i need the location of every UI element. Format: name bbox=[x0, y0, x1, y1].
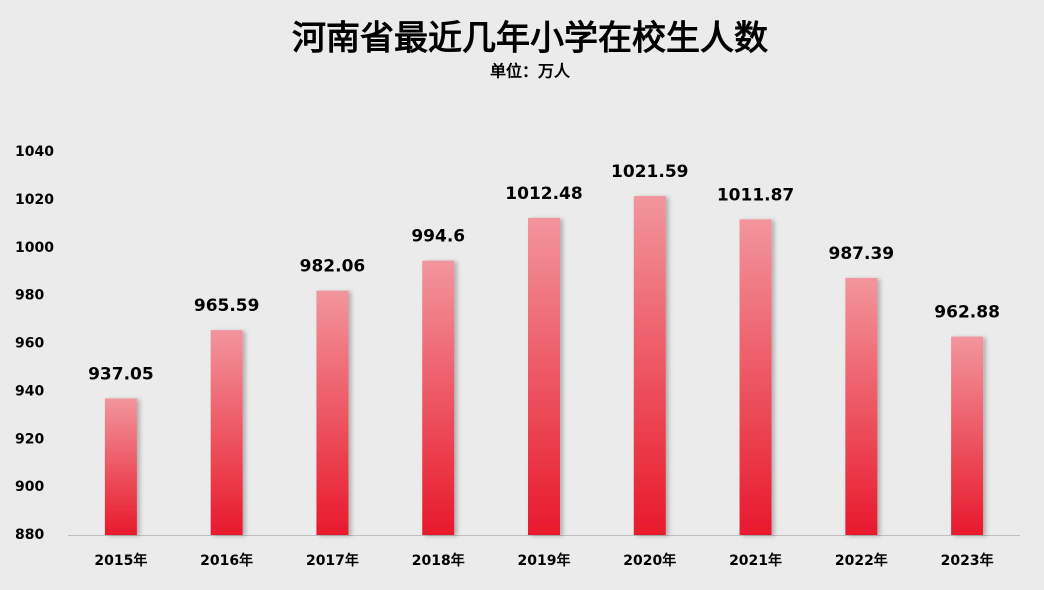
y-tick-label: 1000 bbox=[15, 240, 54, 256]
x-tick-label: 2021年 bbox=[729, 552, 782, 569]
y-tick-label: 920 bbox=[15, 431, 44, 447]
bar bbox=[951, 336, 984, 535]
bar bbox=[845, 277, 878, 535]
x-tick-label: 2015年 bbox=[94, 552, 147, 569]
bar bbox=[104, 398, 137, 535]
y-tick-label: 960 bbox=[15, 336, 44, 352]
bar bbox=[422, 260, 455, 535]
y-tick-label: 1020 bbox=[15, 192, 54, 208]
x-tick-label: 2017年 bbox=[306, 552, 359, 569]
x-tick-label: 2016年 bbox=[200, 552, 253, 569]
y-tick-label: 940 bbox=[15, 383, 44, 399]
bar bbox=[316, 290, 349, 535]
value-label: 982.06 bbox=[300, 257, 366, 277]
bar bbox=[633, 196, 666, 535]
x-tick-label: 2023年 bbox=[941, 552, 994, 569]
x-tick-label: 2022年 bbox=[835, 552, 888, 569]
value-label: 965.59 bbox=[194, 296, 260, 316]
chart-subtitle: 单位：万人 bbox=[490, 62, 571, 81]
value-label: 987.39 bbox=[829, 244, 895, 264]
bar bbox=[739, 219, 772, 535]
bar bbox=[528, 217, 560, 535]
x-tick-label: 2019年 bbox=[518, 552, 571, 569]
y-tick-label: 980 bbox=[15, 288, 44, 304]
x-tick-label: 2018年 bbox=[412, 552, 465, 569]
value-label: 1011.87 bbox=[717, 185, 794, 205]
y-tick-label: 880 bbox=[15, 527, 44, 543]
value-label: 937.05 bbox=[88, 364, 154, 384]
value-label: 1021.59 bbox=[611, 162, 688, 182]
value-label: 1012.48 bbox=[505, 184, 582, 204]
y-tick-label: 1040 bbox=[15, 144, 54, 160]
value-label: 962.88 bbox=[934, 303, 1000, 323]
chart-title: 河南省最近几年小学在校生人数 bbox=[292, 19, 768, 59]
value-label: 994.6 bbox=[411, 227, 465, 247]
bar bbox=[210, 330, 243, 535]
y-tick-label: 900 bbox=[15, 479, 44, 495]
x-tick-label: 2020年 bbox=[623, 552, 676, 569]
